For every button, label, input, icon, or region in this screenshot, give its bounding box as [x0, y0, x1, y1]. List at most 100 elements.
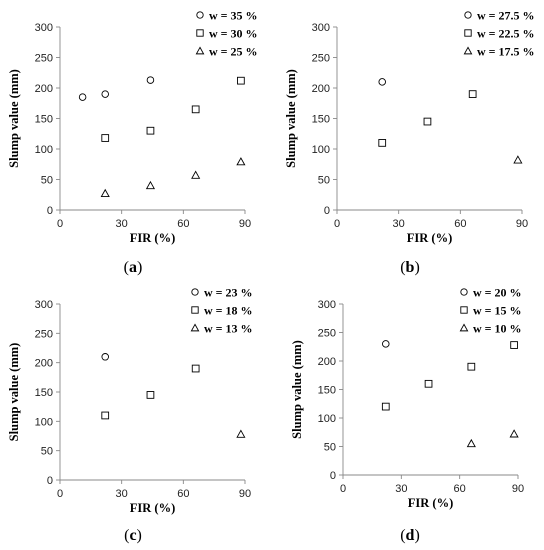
x-axis-label: FIR (%): [408, 496, 453, 510]
data-point-square: [237, 76, 245, 85]
y-tick-label: 100: [318, 413, 336, 425]
y-tick-label: 250: [35, 53, 53, 65]
data-point-triangle: [191, 170, 201, 179]
y-tick-label: 150: [35, 114, 53, 126]
legend-label: w = 25 %: [209, 45, 258, 59]
data-point-triangle: [145, 180, 156, 190]
legend-marker-triangle: [190, 323, 200, 332]
panel-caption: (d): [400, 527, 420, 544]
data-point-square: [146, 126, 155, 135]
data-point-circle: [378, 78, 386, 86]
y-tick-label: 0: [47, 475, 53, 487]
data-point-square: [146, 391, 155, 399]
legend-label: w = 23 %: [204, 286, 253, 300]
chart-panel-c: 0 50 100 150 200 250 300 0 30 60 90 FIR (%) Slump va…: [7, 286, 253, 545]
y-tick-label: 300: [35, 22, 53, 34]
data-point-triangle: [100, 188, 110, 198]
y-tick-label: 50: [324, 442, 336, 454]
data-point-square: [423, 117, 432, 126]
data-point-square: [378, 139, 387, 147]
data-point-circle: [101, 90, 109, 98]
legend-label: w = 20 %: [473, 286, 522, 300]
y-tick-label: 0: [324, 205, 330, 217]
legend-label: w = 30 %: [209, 27, 258, 41]
legend-marker-square: [460, 306, 468, 314]
x-tick-label: 0: [340, 483, 346, 495]
x-tick-label: 30: [393, 218, 405, 230]
legend-label: w = 22.5 %: [477, 27, 535, 41]
x-tick-label: 90: [239, 488, 251, 500]
y-tick-label: 150: [318, 385, 336, 397]
data-point-triangle: [236, 429, 246, 438]
y-tick-label: 150: [312, 114, 330, 126]
data-point-triangle: [236, 157, 246, 166]
panel-caption: (a): [124, 259, 143, 276]
y-tick-label: 200: [318, 356, 336, 368]
y-tick-label: 300: [312, 22, 330, 34]
y-tick-label: 100: [312, 144, 330, 156]
data-point-square: [467, 362, 476, 371]
y-tick-label: 200: [35, 358, 53, 370]
data-point-square: [191, 105, 200, 114]
legend-marker-circle: [460, 288, 468, 296]
legend-label: w = 18 %: [204, 304, 253, 318]
data-point-triangle: [513, 155, 523, 164]
legend-marker-triangle: [463, 46, 473, 55]
data-point-circle: [78, 93, 87, 101]
y-tick-label: 150: [35, 387, 53, 399]
y-tick-label: 50: [318, 175, 330, 187]
data-point-circle: [382, 340, 390, 348]
legend-label: w = 35 %: [209, 9, 258, 23]
legend-marker-circle: [191, 288, 199, 296]
legend-marker-circle: [196, 11, 204, 19]
data-point-square: [424, 379, 433, 388]
y-tick-label: 100: [35, 416, 53, 428]
legend-marker-triangle: [459, 323, 469, 332]
y-tick-label: 200: [35, 83, 53, 95]
x-tick-label: 90: [239, 218, 251, 230]
y-tick-label: 300: [318, 299, 336, 311]
legend-label: w = 17.5 %: [477, 45, 535, 59]
legend-label: w = 10 %: [473, 322, 522, 336]
data-point-circle: [101, 353, 109, 361]
data-point-square: [381, 402, 390, 411]
chart-panel-b: 0 50 100 150 200 250 300 0 30 60 90 FIR (%) Slump va…: [284, 9, 535, 277]
x-axis-label: FIR (%): [130, 231, 175, 245]
y-tick-label: 250: [318, 328, 336, 340]
panel-caption: (c): [124, 527, 142, 544]
x-tick-label: 60: [454, 483, 466, 495]
y-tick-label: 250: [312, 53, 330, 65]
legend-marker-square: [196, 29, 204, 37]
x-tick-label: 30: [116, 488, 128, 500]
y-tick-label: 0: [47, 205, 53, 217]
y-tick-label: 0: [330, 470, 336, 482]
y-axis-label: Slump value (mm): [7, 69, 21, 168]
y-axis-label: Slump value (mm): [284, 69, 298, 168]
x-tick-label: 0: [57, 218, 63, 230]
y-tick-label: 300: [35, 299, 53, 311]
y-tick-label: 200: [312, 83, 330, 95]
legend-label: w = 13 %: [204, 322, 253, 336]
x-tick-label: 30: [395, 483, 407, 495]
y-tick-label: 50: [41, 175, 53, 187]
y-tick-label: 250: [35, 328, 53, 340]
x-tick-label: 60: [177, 488, 189, 500]
data-point-square: [101, 411, 110, 420]
data-point-circle: [146, 76, 155, 84]
legend-label: w = 15 %: [473, 304, 522, 318]
x-tick-label: 30: [116, 218, 128, 230]
data-point-square: [191, 364, 200, 373]
x-tick-label: 0: [57, 488, 63, 500]
x-tick-label: 60: [177, 218, 189, 230]
legend-marker-square: [191, 306, 199, 314]
data-point-triangle: [509, 429, 519, 438]
chart-panel-d: 0 50 100 150 200 250 300 0 30 60 90 FIR (%) Slump va…: [290, 286, 524, 545]
y-axis-label: Slump value (mm): [7, 343, 21, 442]
data-point-triangle: [466, 438, 476, 448]
x-tick-label: 60: [454, 218, 466, 230]
x-axis-label: FIR (%): [130, 501, 175, 515]
x-tick-label: 90: [516, 218, 528, 230]
data-point-square: [468, 90, 477, 98]
x-tick-label: 0: [334, 218, 340, 230]
